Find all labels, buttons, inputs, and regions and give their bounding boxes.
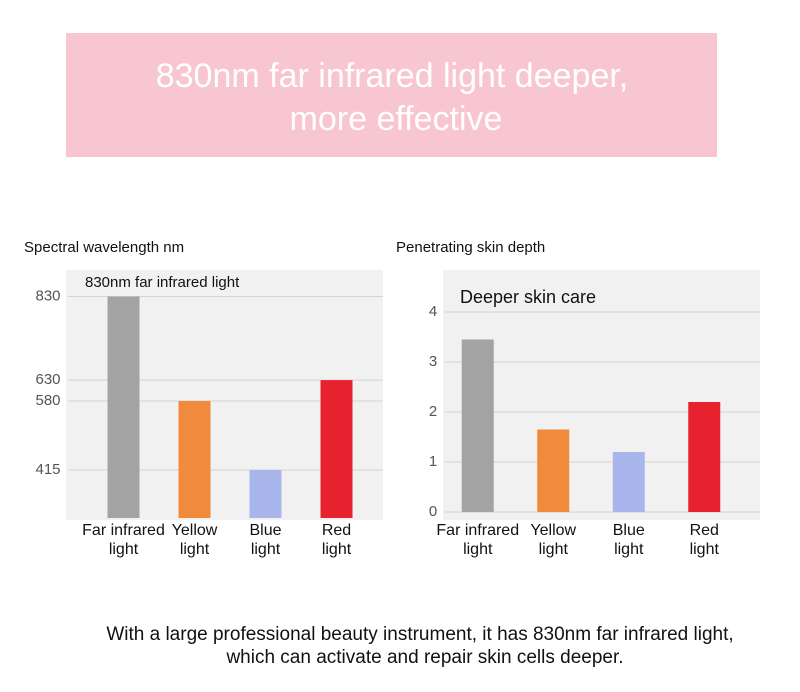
bar (688, 402, 721, 512)
y-tick-label: 3 (429, 353, 437, 370)
banner (66, 33, 717, 157)
caption-line: which can activate and repair skin cells… (225, 647, 623, 668)
x-tick-label: Blue (613, 522, 645, 539)
x-tick-label: light (322, 541, 352, 558)
bar (537, 429, 570, 512)
bar (249, 469, 282, 518)
x-tick-label: light (690, 541, 720, 558)
bar (461, 339, 494, 512)
x-tick-label: Far infrared (436, 522, 519, 539)
banner-line: 830nm far infrared light deeper, (156, 57, 629, 95)
annotation: 830nm far infrared light (85, 274, 240, 291)
x-tick-label: light (251, 541, 281, 558)
x-tick-label: Red (690, 522, 719, 539)
y-tick-label: 830 (35, 288, 60, 305)
bar (612, 452, 645, 512)
banner-line: more effective (290, 100, 503, 138)
x-tick-label: Blue (249, 522, 281, 539)
x-tick-label: light (180, 541, 210, 558)
y-tick-label: 630 (35, 371, 60, 388)
chart-title: Spectral wavelength nm (24, 239, 184, 256)
annotation: Deeper skin care (460, 287, 596, 307)
x-tick-label: Red (322, 522, 351, 539)
y-tick-label: 0 (429, 503, 437, 520)
x-tick-label: light (109, 541, 139, 558)
y-tick-label: 1 (429, 453, 437, 470)
bar (320, 380, 353, 518)
y-tick-label: 4 (429, 303, 437, 320)
caption-line: With a large professional beauty instrum… (106, 624, 733, 645)
chart-title: Penetrating skin depth (396, 239, 545, 256)
x-tick-label: Yellow (172, 522, 218, 539)
bar (107, 296, 140, 518)
x-tick-label: light (539, 541, 569, 558)
y-tick-label: 580 (35, 392, 60, 409)
x-tick-label: light (614, 541, 644, 558)
y-tick-label: 2 (429, 403, 437, 420)
y-tick-label: 415 (35, 461, 60, 478)
x-tick-label: Yellow (530, 522, 576, 539)
bar (178, 401, 211, 518)
x-tick-label: light (463, 541, 493, 558)
x-tick-label: Far infrared (82, 522, 165, 539)
